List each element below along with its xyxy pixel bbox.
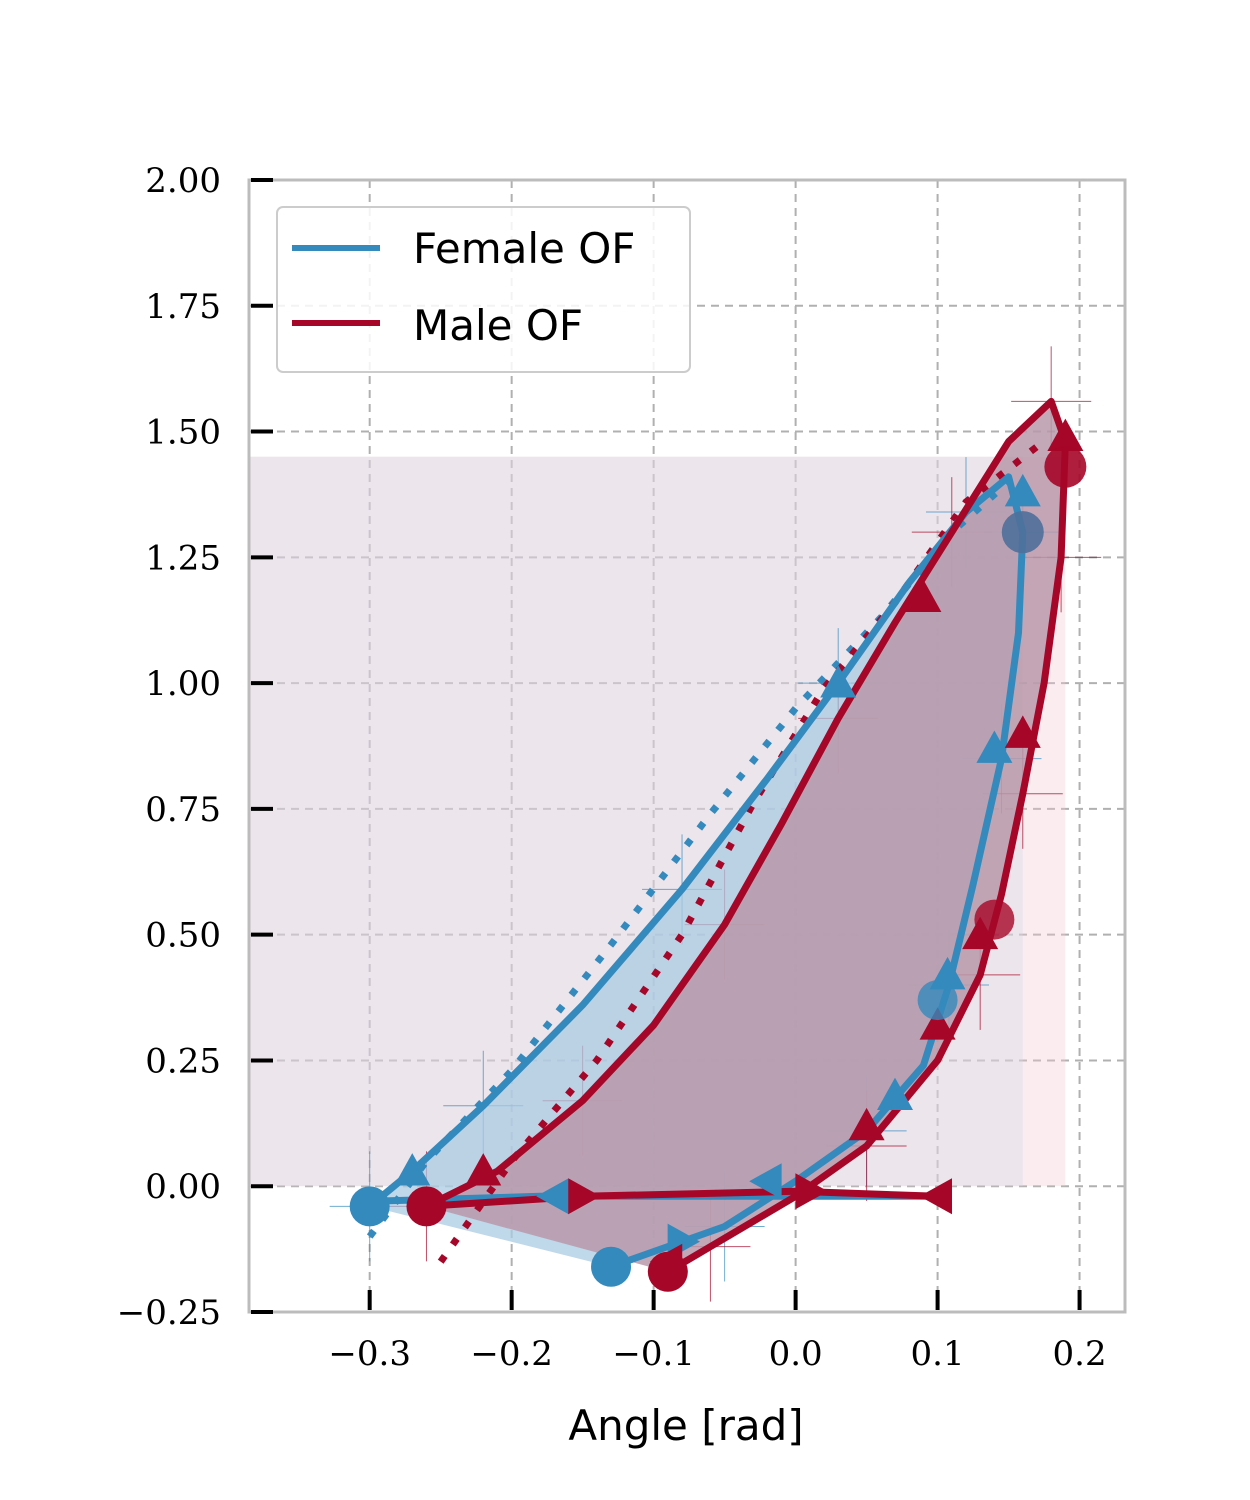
loop-start-marker xyxy=(406,1186,447,1227)
y-tick-label: 1.25 xyxy=(145,538,221,578)
start-marker xyxy=(647,1251,688,1292)
y-tick-label: −0.25 xyxy=(117,1293,221,1333)
x-tick-label: 0.2 xyxy=(1053,1334,1107,1374)
y-tick-label: 1.50 xyxy=(145,413,221,453)
x-tick-label: −0.3 xyxy=(328,1334,411,1374)
triangle-marker xyxy=(976,730,1013,763)
y-tick-label: 0.75 xyxy=(145,790,221,830)
x-axis-label: Angle [rad] xyxy=(568,1401,803,1450)
mid-marker xyxy=(974,899,1015,940)
y-tick-label: 0.50 xyxy=(145,916,221,956)
triangle-marker xyxy=(795,1173,828,1210)
y-tick-label: 0.00 xyxy=(145,1167,221,1207)
triangle-marker xyxy=(919,1007,956,1040)
triangle-marker xyxy=(465,1153,502,1186)
triangle-marker xyxy=(905,579,942,612)
triangle-marker xyxy=(1047,418,1084,451)
triangle-marker xyxy=(820,665,857,698)
y-tick-label: 1.75 xyxy=(145,287,221,327)
triangle-marker xyxy=(919,1178,952,1215)
y-tick-label: 0.25 xyxy=(145,1041,221,1081)
male-loop-fill xyxy=(426,401,1066,1272)
plot-frame xyxy=(247,178,1127,1314)
peak-marker xyxy=(1044,445,1087,488)
legend: Female OF Male OF xyxy=(276,206,691,373)
legend-box xyxy=(276,206,691,373)
triangle-marker xyxy=(749,1163,782,1200)
axes-ticks: −0.3 −0.2 −0.1 0.0 0.1 0.2 −0.25 0.00 0.25 0.50 0.… xyxy=(117,161,1107,1374)
x-tick-label: −0.1 xyxy=(612,1334,695,1374)
peak-marker xyxy=(1001,511,1044,554)
triangle-marker xyxy=(394,1153,431,1186)
triangle-marker xyxy=(536,1178,569,1215)
legend-label-female: Female OF xyxy=(413,224,635,273)
triangle-marker xyxy=(568,1178,601,1215)
plot-area xyxy=(249,346,1102,1302)
triangle-marker xyxy=(1004,473,1041,507)
triangle-marker xyxy=(1004,715,1041,748)
triangle-marker xyxy=(848,1107,885,1141)
series-line-flat xyxy=(423,1187,942,1210)
dotted-line xyxy=(437,443,1040,1264)
start-marker xyxy=(591,1246,632,1287)
triangle-marker xyxy=(876,1077,913,1111)
legend-label-male: Male OF xyxy=(413,301,583,350)
y-tick-label: 2.00 xyxy=(145,161,221,201)
x-tick-label: 0.1 xyxy=(911,1334,965,1374)
loop-start-marker xyxy=(349,1186,390,1227)
mid-marker xyxy=(917,980,958,1021)
y-tick-label: 1.00 xyxy=(145,664,221,704)
x-tick-label: 0.0 xyxy=(769,1334,823,1374)
x-tick-label: −0.2 xyxy=(470,1334,553,1374)
